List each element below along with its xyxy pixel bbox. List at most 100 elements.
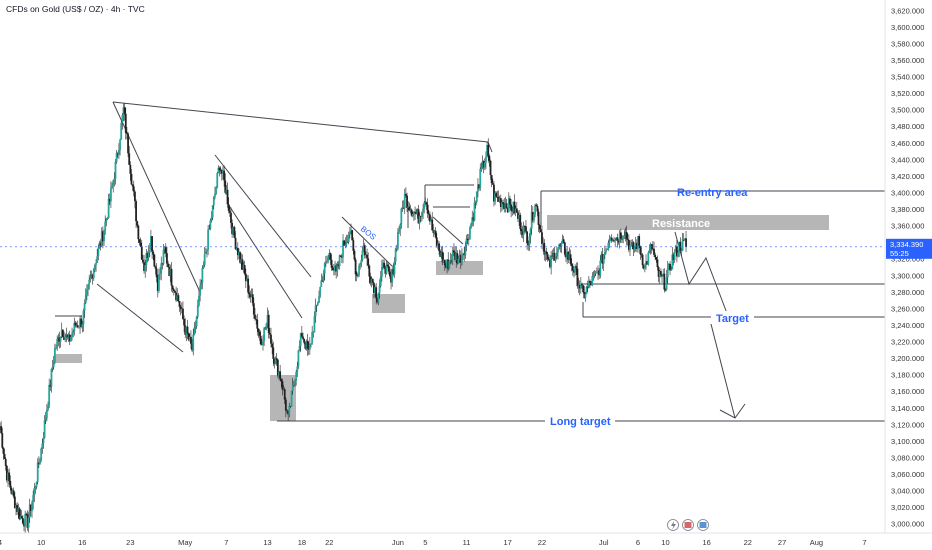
candle-body-up [568, 254, 571, 260]
candle-body-down [675, 246, 678, 257]
candle [190, 330, 192, 350]
candle-body-up [364, 254, 367, 256]
candle-body-down [330, 259, 333, 268]
candle-body-down [443, 259, 446, 266]
candle-body-up [606, 249, 609, 251]
candle-body-down [383, 262, 386, 268]
candle-body-down [456, 253, 459, 264]
candle-body-up [92, 269, 95, 279]
candle [319, 286, 322, 299]
candle-body-up [88, 279, 91, 285]
candle-body-up [185, 326, 188, 335]
candle-body-down [490, 175, 493, 184]
candle-body-up [609, 237, 612, 242]
candle [565, 248, 567, 263]
candle-body-up [79, 318, 81, 327]
candle [286, 408, 288, 414]
candle [450, 253, 453, 264]
candle [328, 249, 331, 260]
candle-body-up [104, 221, 107, 231]
candle-body-up [528, 236, 531, 246]
y-tick-label: 3,040.000 [891, 487, 924, 496]
candle [649, 242, 652, 255]
candle-body-down [191, 343, 193, 351]
candle [503, 198, 506, 213]
candle-body-up [56, 339, 59, 348]
x-tick-label: Aug [810, 538, 823, 547]
candle [464, 241, 467, 259]
candle-body-up [292, 383, 295, 386]
candle-body-up [430, 219, 432, 222]
candle [635, 239, 638, 253]
candle-body-down [151, 236, 153, 252]
candle-body-up [631, 242, 634, 246]
candle [87, 283, 89, 297]
candle-body-down [527, 243, 530, 246]
candle [685, 230, 687, 253]
candle [159, 267, 161, 280]
candle-body-up [557, 248, 559, 253]
candle [434, 227, 437, 239]
candle-body-down [567, 251, 570, 260]
candle [28, 498, 31, 523]
candle [617, 239, 620, 245]
candle [662, 268, 665, 277]
candle [258, 329, 261, 341]
candle-body-up [400, 208, 403, 225]
y-tick-label: 3,160.000 [891, 387, 924, 396]
candle [491, 178, 494, 186]
candle [1, 427, 4, 449]
candle-body-down [220, 170, 223, 174]
candle [395, 244, 398, 252]
candle [329, 252, 332, 265]
candle [72, 329, 75, 338]
candle-body-up [534, 204, 537, 215]
candle [110, 181, 112, 208]
candle [486, 141, 488, 158]
candle [417, 204, 420, 224]
candle [581, 282, 583, 289]
candle-body-up [204, 251, 207, 254]
candle-body-up [481, 161, 484, 168]
candle-body-up [196, 305, 199, 317]
y-tick-label: 3,060.000 [891, 470, 924, 479]
x-tick-label: Jul [599, 538, 609, 547]
candle [603, 245, 606, 260]
candle-body-up [24, 513, 27, 527]
candle [71, 327, 73, 341]
candle-body-down [626, 239, 629, 241]
candle [176, 288, 179, 302]
x-tick-label: 27 [778, 538, 786, 547]
candle-body-down [260, 344, 263, 346]
candle [447, 252, 450, 272]
candle [490, 174, 493, 188]
candle-body-down [646, 261, 649, 265]
candle-body-down [406, 195, 408, 209]
candle [132, 180, 135, 197]
candle [27, 511, 30, 534]
candle-body-up [433, 230, 436, 233]
candle-body-up [34, 486, 37, 489]
candle-body-up [677, 252, 679, 257]
candle [510, 199, 513, 218]
candle-body-down [546, 254, 549, 260]
candle [192, 328, 195, 356]
candle [12, 487, 15, 499]
y-tick-label: 3,500.000 [891, 106, 924, 115]
candle [374, 284, 376, 297]
candle [600, 251, 603, 263]
x-tick-label: 22 [538, 538, 546, 547]
candle [340, 253, 343, 264]
x-tick-label: 13 [263, 538, 271, 547]
candle [167, 260, 169, 268]
candle [82, 308, 85, 332]
price-tag-background [886, 238, 932, 259]
candle [376, 297, 379, 304]
candle-body-down [239, 252, 242, 263]
candle-body-down [487, 145, 490, 156]
candle-body-up [382, 262, 384, 268]
candle [522, 221, 525, 242]
candle-body-down [337, 264, 340, 267]
candle-body-down [434, 230, 437, 238]
